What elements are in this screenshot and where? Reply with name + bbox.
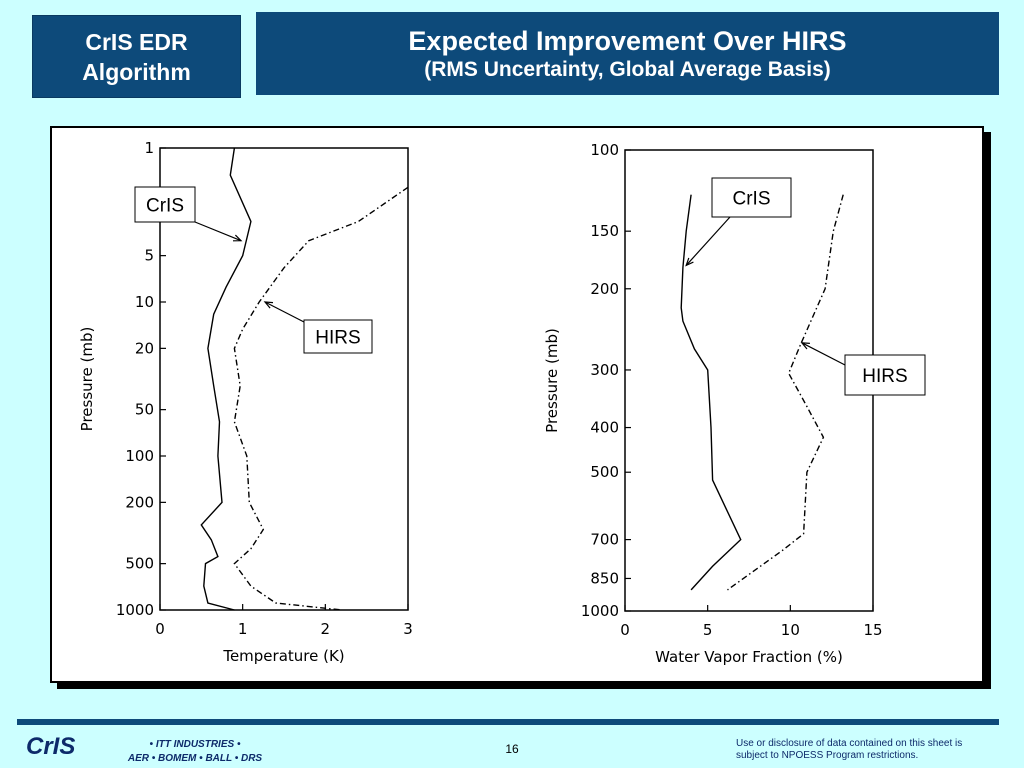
callout-label-c1-1: HIRS	[862, 366, 907, 387]
x-tick-label-c1-0: 0	[620, 621, 630, 639]
y-tick-label-c1-8: 1000	[581, 602, 619, 620]
series-line-c1-hirs	[727, 194, 844, 591]
callout-arrow-head-c1-0	[685, 257, 694, 267]
x-axis-label-c1: Water Vapor Fraction (%)	[655, 648, 843, 666]
y-axis-label-c1: Pressure (mb)	[543, 328, 561, 433]
y-tick-label-c1-6: 700	[590, 531, 619, 549]
series-line-c1-cris	[680, 194, 742, 591]
slide-subtitle: (RMS Uncertainty, Global Average Basis)	[424, 57, 831, 81]
plot-frame-c0	[159, 147, 409, 611]
x-tick-label-c0-3: 3	[403, 620, 413, 638]
callout-arrow-head-c1-1	[800, 342, 810, 350]
y-tick-label-c0-5: 100	[125, 447, 154, 465]
callout-arrow-line-c1-0	[685, 216, 731, 266]
y-tick-label-c1-5: 500	[590, 463, 619, 481]
y-tick-label-c0-8: 1000	[116, 601, 154, 619]
callout-box-c1-0	[711, 177, 792, 218]
callout-arrow-line-c1-1	[801, 342, 846, 366]
callout-arrow-line-c0-0	[194, 221, 242, 242]
callout-arrow-head-c0-0	[232, 234, 243, 242]
y-tick-label-c0-2: 10	[135, 293, 154, 311]
chart-panel	[50, 126, 984, 683]
y-tick-label-c1-1: 150	[590, 222, 619, 240]
y-tick-label-c1-4: 400	[590, 419, 619, 437]
callout-label-c1-0: CrIS	[733, 189, 771, 210]
section-label: CrIS EDR Algorithm	[32, 15, 241, 98]
y-tick-label-c1-2: 200	[590, 280, 619, 298]
y-axis-label-c0: Pressure (mb)	[78, 327, 96, 432]
x-tick-label-c0-2: 2	[321, 620, 331, 638]
callout-label-c0-1: HIRS	[315, 328, 360, 349]
x-tick-label-c1-2: 10	[781, 621, 800, 639]
y-tick-label-c0-0: 1	[144, 139, 154, 157]
footer-partners: • ITT INDUSTRIES • AER • BOMEM • BALL • …	[110, 738, 280, 766]
slide-title: Expected Improvement Over HIRS	[408, 25, 847, 56]
x-tick-label-c0-1: 1	[238, 620, 248, 638]
footer-brand: CrIS	[26, 733, 76, 760]
footer-divider	[17, 719, 999, 725]
x-tick-label-c1-1: 5	[703, 621, 713, 639]
callout-arrow-line-c0-1	[264, 301, 305, 323]
callout-box-c0-0	[134, 186, 196, 223]
slide-title-box: Expected Improvement Over HIRS (RMS Unce…	[256, 12, 999, 95]
x-axis-label-c0: Temperature (K)	[222, 647, 344, 665]
disclaimer-line2: subject to NPOESS Program restrictions.	[736, 750, 919, 761]
section-label-line1: CrIS EDR	[85, 28, 188, 55]
callout-box-c0-1	[303, 319, 373, 354]
y-tick-label-c0-1: 5	[144, 247, 154, 265]
y-tick-label-c1-7: 850	[590, 569, 619, 587]
callout-arrow-head-c0-1	[263, 301, 274, 309]
section-label-line2: Algorithm	[82, 58, 191, 85]
plot-frame-c1	[624, 149, 874, 612]
y-tick-label-c0-7: 500	[125, 555, 154, 573]
page-number: 16	[505, 742, 519, 756]
x-tick-label-c0-0: 0	[155, 620, 165, 638]
disclaimer-line1: Use or disclosure of data contained on t…	[736, 738, 963, 749]
series-line-c0-hirs	[233, 186, 409, 611]
y-tick-label-c0-6: 200	[125, 493, 154, 511]
y-tick-label-c0-4: 50	[135, 401, 154, 419]
y-tick-label-c1-3: 300	[590, 361, 619, 379]
y-tick-label-c0-3: 20	[135, 339, 154, 357]
series-line-c0-cris	[200, 147, 252, 611]
footer-disclaimer: Use or disclosure of data contained on t…	[736, 738, 1006, 762]
partners-line1: • ITT INDUSTRIES •	[149, 739, 241, 750]
callout-box-c1-1	[844, 354, 926, 396]
callout-label-c0-0: CrIS	[146, 196, 184, 217]
partners-line2: AER • BOMEM • BALL • DRS	[127, 753, 263, 764]
y-tick-label-c1-0: 100	[590, 141, 619, 159]
x-tick-label-c1-3: 15	[863, 621, 882, 639]
